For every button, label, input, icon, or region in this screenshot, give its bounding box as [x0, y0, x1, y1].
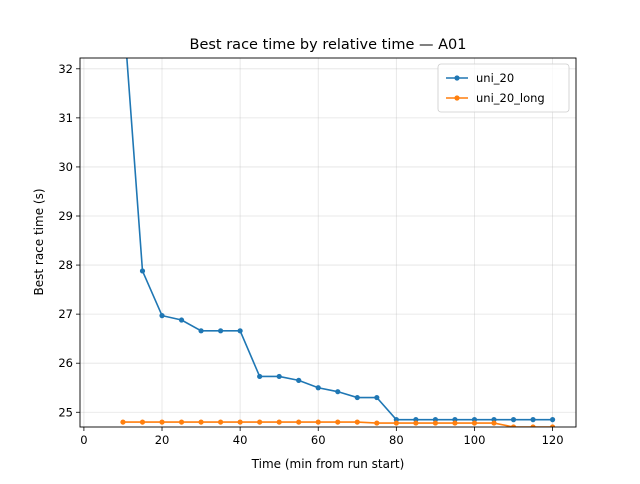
data-point-uni_20_long — [217, 419, 224, 425]
plot-area — [120, 2, 556, 427]
data-point-uni_20 — [257, 373, 263, 380]
data-point-uni_20_long — [198, 419, 204, 425]
data-point-uni_20 — [178, 317, 185, 323]
data-point-uni_20_long — [549, 424, 556, 427]
data-point-uni_20_long — [296, 419, 302, 425]
y-tick-label: 30 — [58, 160, 73, 174]
data-point-uni_20_long — [452, 420, 458, 426]
data-point-uni_20 — [237, 328, 243, 334]
data-point-uni_20 — [374, 394, 380, 401]
y-tick-label: 25 — [58, 405, 73, 419]
data-point-uni_20 — [198, 328, 204, 334]
y-tick-label: 32 — [58, 62, 73, 76]
legend-marker — [454, 75, 460, 81]
data-point-uni_20 — [315, 385, 321, 391]
data-point-uni_20_long — [276, 419, 282, 425]
data-point-uni_20_long — [315, 419, 321, 425]
data-point-uni_20 — [217, 328, 224, 334]
x-tick-label: 60 — [311, 433, 326, 447]
y-axis-label: Best race time (s) — [32, 188, 46, 295]
data-point-uni_20 — [159, 313, 165, 319]
data-point-uni_20_long — [178, 419, 185, 425]
legend-marker — [454, 95, 460, 101]
data-point-uni_20_long — [432, 420, 439, 426]
series-group — [120, 2, 556, 427]
x-tick-label: 0 — [80, 433, 87, 447]
data-point-uni_20_long — [413, 420, 419, 426]
axes: 0 20 40 60 80 100 120 25 26 27 28 29 30 31 32 — [58, 57, 577, 447]
data-point-uni_20_long — [120, 419, 126, 425]
data-point-uni_20_long — [159, 419, 165, 425]
data-point-uni_20_long — [237, 419, 243, 425]
x-axis-label: Time (min from run start) — [251, 457, 405, 471]
y-tick-label: 31 — [58, 111, 73, 125]
data-point-uni_20 — [549, 417, 556, 423]
data-point-uni_20 — [510, 417, 517, 423]
data-point-uni_20_long — [374, 420, 380, 426]
data-point-uni_20_long — [354, 419, 360, 425]
x-tick-label: 20 — [155, 433, 170, 447]
data-point-uni_20_long — [510, 424, 517, 427]
data-point-uni_20_long — [471, 420, 478, 426]
y-tick-label: 28 — [58, 258, 73, 272]
data-point-uni_20_long — [139, 419, 146, 425]
data-point-uni_20_long — [491, 420, 497, 426]
x-tick-label: 120 — [542, 433, 564, 447]
chart-title: Best race time by relative time — A01 — [190, 37, 467, 53]
y-tick-label: 29 — [58, 209, 73, 223]
data-point-uni_20 — [276, 373, 282, 380]
x-tick-label: 80 — [389, 433, 404, 447]
data-point-uni_20 — [139, 268, 146, 274]
grid — [80, 58, 576, 427]
data-point-uni_20 — [530, 417, 536, 423]
legend-label: uni_20 — [476, 71, 514, 85]
y-tick-label: 27 — [58, 307, 73, 321]
data-point-uni_20 — [120, 2, 125, 7]
y-tick-label: 26 — [58, 356, 73, 370]
data-point-uni_20 — [335, 389, 341, 395]
x-tick-label: 100 — [463, 433, 485, 447]
data-point-uni_20_long — [530, 424, 536, 427]
legend: uni_20 uni_20_long — [437, 63, 570, 113]
data-point-uni_20 — [296, 377, 302, 383]
data-point-uni_20 — [354, 394, 360, 401]
x-tick-label: 40 — [233, 433, 248, 447]
legend-box — [437, 63, 570, 113]
data-point-uni_20_long — [335, 419, 341, 425]
plot-frame — [79, 57, 577, 428]
legend-label: uni_20_long — [476, 91, 545, 105]
data-point-uni_20_long — [393, 420, 399, 426]
data-point-uni_20_long — [257, 419, 263, 425]
